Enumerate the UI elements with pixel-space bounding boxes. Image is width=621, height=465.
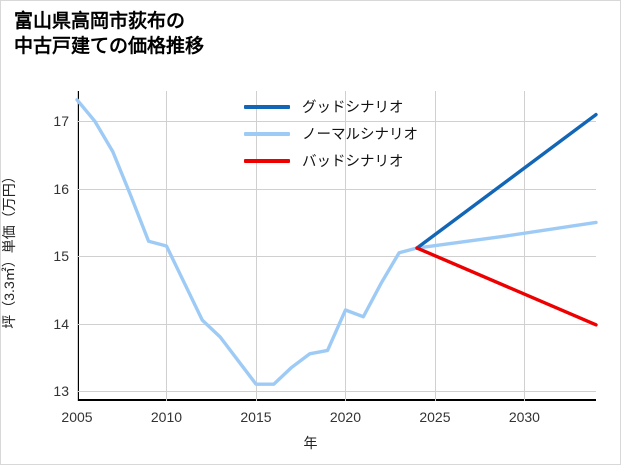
y-tick-label: 15 xyxy=(53,248,69,265)
legend-item-good: グッドシナリオ xyxy=(244,93,494,120)
series-line xyxy=(415,112,598,250)
series-lines xyxy=(75,98,598,386)
gridline-horizontal xyxy=(77,256,596,258)
gridline-horizontal xyxy=(77,121,596,123)
x-tick-label: 2025 xyxy=(419,409,451,425)
y-tick-label: 13 xyxy=(53,382,69,399)
x-axis-line xyxy=(77,399,596,401)
y-tick-label: 17 xyxy=(53,113,69,130)
gridline-horizontal xyxy=(77,188,596,190)
legend-swatch-bad xyxy=(244,158,290,163)
gridline-horizontal xyxy=(77,323,596,325)
gridline-vertical xyxy=(345,91,347,401)
x-tick-label: 2020 xyxy=(329,409,362,425)
series-line xyxy=(415,246,598,327)
y-axis-line xyxy=(77,91,79,401)
legend-item-bad: バッドシナリオ xyxy=(244,147,494,174)
y-axis-title: 坪（3.3㎡）単価（万円） xyxy=(1,169,17,329)
legend-swatch-normal xyxy=(244,131,290,136)
y-tick-label: 14 xyxy=(53,315,69,332)
gridline-vertical xyxy=(524,91,526,401)
x-tick-label: 2010 xyxy=(150,409,183,425)
legend-item-normal: ノーマルシナリオ xyxy=(244,120,494,147)
x-axis-title: 年 xyxy=(303,435,318,451)
page-title: 富山県高岡市荻布の 中古戸建ての価格推移 xyxy=(14,11,205,58)
legend-label-normal: ノーマルシナリオ xyxy=(302,127,418,143)
legend-label-good: グッドシナリオ xyxy=(302,100,404,116)
x-tick-label: 2030 xyxy=(508,409,540,425)
series-line xyxy=(75,98,598,386)
legend-label-bad: バッドシナリオ xyxy=(302,154,404,170)
gridline-horizontal xyxy=(77,390,596,392)
x-tick-label: 2005 xyxy=(61,409,93,425)
legend-swatch-good xyxy=(244,104,290,109)
plot-area xyxy=(75,91,598,401)
gridline-vertical xyxy=(77,91,78,401)
x-tick-label: 2015 xyxy=(240,409,272,425)
gridline-vertical xyxy=(255,91,257,401)
legend: グッドシナリオ ノーマルシナリオ バッドシナリオ xyxy=(244,93,494,174)
y-tick-label: 16 xyxy=(53,180,69,197)
